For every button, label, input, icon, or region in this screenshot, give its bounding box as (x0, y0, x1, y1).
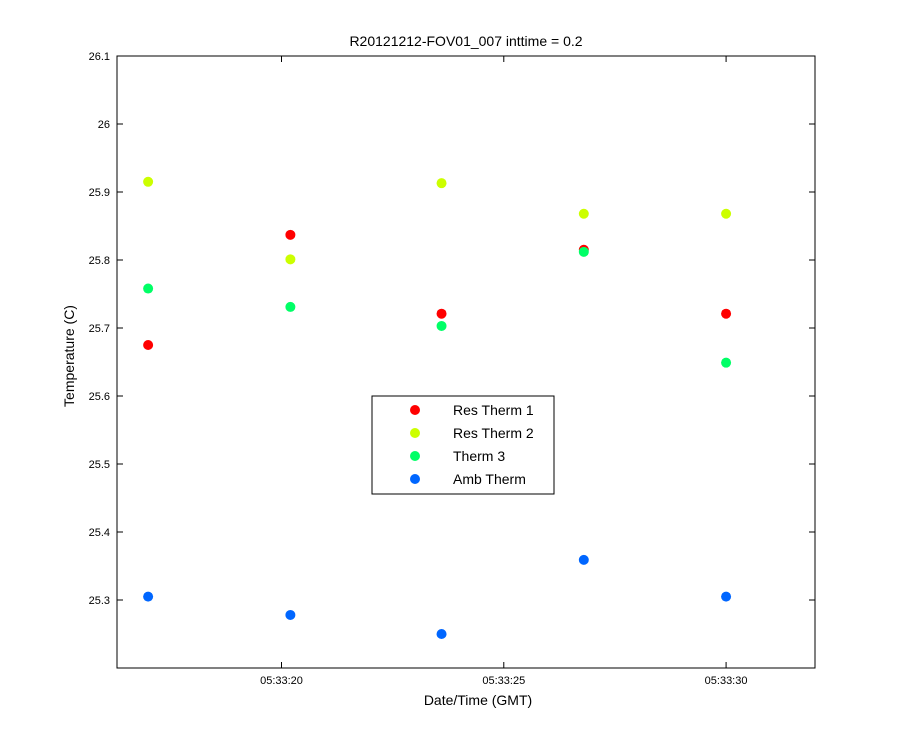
y-tick-label: 25.6 (89, 391, 110, 403)
plot-area (116, 55, 816, 669)
data-point (721, 591, 732, 602)
data-point (436, 308, 447, 319)
data-point (721, 308, 732, 319)
data-point (143, 340, 154, 350)
y-tick-label: 26 (98, 119, 110, 131)
y-tick-label: 25.3 (89, 595, 110, 607)
legend-marker (410, 451, 420, 461)
legend-marker (410, 428, 420, 438)
data-point (578, 246, 589, 257)
data-point (143, 176, 154, 187)
y-tick-label: 25.5 (89, 459, 110, 471)
data-point (436, 629, 447, 639)
y-tick-label: 26.1 (89, 51, 110, 63)
data-point (143, 591, 154, 602)
x-tick-label: 05:33:30 (705, 675, 748, 687)
data-point (285, 301, 296, 312)
data-point (578, 554, 589, 565)
data-point (285, 254, 296, 265)
legend-marker (410, 405, 420, 415)
x-tick-label: 05:33:20 (260, 675, 303, 687)
data-point (436, 320, 447, 331)
data-point (721, 357, 732, 368)
legend-label: Res Therm 1 (453, 402, 534, 418)
data-point (285, 609, 296, 620)
y-tick-label: 25.7 (89, 323, 110, 335)
data-point (285, 229, 296, 240)
y-tick-label: 25.4 (89, 527, 110, 539)
chart-title: R20121212-FOV01_007 inttime = 0.2 (349, 33, 582, 49)
y-tick-label: 25.9 (89, 187, 110, 199)
legend-label: Res Therm 2 (453, 425, 534, 441)
y-axis-label: Temperature (C) (61, 305, 77, 407)
legend: Res Therm 1 Res Therm 2 Therm 3 Amb Therm (371, 395, 555, 495)
x-tick-label: 05:33:25 (482, 675, 525, 687)
x-axis-label: Date/Time (GMT) (424, 692, 532, 708)
legend-label: Amb Therm (453, 471, 526, 487)
data-point (436, 178, 447, 189)
legend-label: Therm 3 (453, 448, 505, 464)
data-point (721, 208, 732, 219)
axis-ticks: 25.3 25.4 25.5 25.6 25.7 25.8 25.9 26 26.1 05:33:… (89, 51, 815, 687)
data-point (143, 283, 154, 294)
data-points (143, 176, 732, 639)
legend-marker (410, 474, 420, 484)
data-point (578, 208, 589, 219)
y-tick-label: 25.8 (89, 255, 110, 267)
series-therm-3 (143, 246, 732, 368)
legend-box (371, 395, 555, 495)
series-res-therm-2 (143, 176, 732, 265)
series-amb-therm (143, 554, 732, 639)
